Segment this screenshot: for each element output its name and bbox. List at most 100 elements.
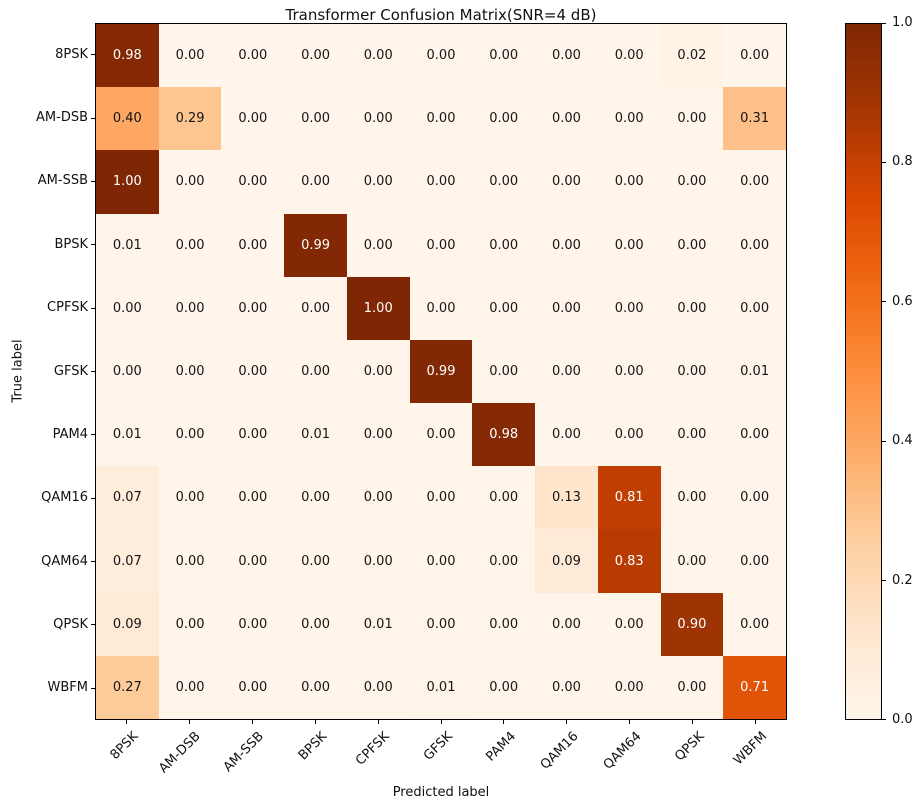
matrix-cell: 0.00 (409, 276, 473, 340)
x-axis-tick (125, 720, 127, 724)
y-tick-label: CPFSK (47, 300, 88, 316)
y-axis-tick (91, 624, 95, 626)
matrix-cell: 0.00 (723, 213, 786, 277)
x-axis-tick (188, 720, 190, 724)
matrix-cell: 0.00 (409, 403, 473, 467)
x-axis-tick (566, 720, 568, 724)
matrix-cell: 0.00 (158, 213, 222, 277)
matrix-cell: 0.90 (660, 592, 724, 656)
colorbar-tick (882, 301, 886, 303)
matrix-cell: 0.00 (597, 276, 661, 340)
matrix-cell: 0.00 (158, 339, 222, 404)
colorbar-tick-label: 1.0 (892, 15, 913, 30)
y-tick-label: GFSK (53, 363, 88, 379)
matrix-cell: 0.00 (723, 592, 786, 656)
matrix-cell: 0.00 (158, 276, 222, 340)
matrix-cell: 0.00 (660, 403, 724, 467)
matrix-cell: 0.00 (346, 339, 410, 404)
matrix-cell: 0.00 (472, 213, 536, 277)
matrix-cell: 0.00 (472, 529, 536, 593)
matrix-cell: 0.00 (284, 655, 347, 719)
x-tick-label: BPSK (295, 729, 330, 764)
colorbar-tick-label: 0.6 (892, 293, 913, 309)
matrix-cell: 0.71 (723, 655, 786, 719)
matrix-cell: 0.31 (723, 87, 786, 151)
matrix-cell: 0.01 (723, 339, 786, 404)
x-tick-label: AM-SSB (220, 729, 267, 776)
matrix-cell: 0.00 (221, 213, 285, 277)
x-tick-label: AM-DSB (156, 729, 204, 777)
matrix-cell: 0.00 (284, 466, 347, 530)
y-tick-label: 8PSK (55, 46, 88, 62)
matrix-cell: 0.00 (535, 24, 598, 88)
matrix-cell: 0.00 (346, 150, 410, 214)
matrix-cell: 0.00 (221, 24, 285, 88)
matrix-cell: 0.00 (535, 213, 598, 277)
y-tick-label: PAM4 (52, 426, 88, 442)
y-axis-tick (91, 307, 95, 309)
matrix-cell: 0.00 (660, 529, 724, 593)
y-axis-tick (91, 687, 95, 689)
x-tick-label: QAM16 (537, 729, 582, 773)
matrix-cell: 0.00 (409, 466, 473, 530)
x-axis-tick (314, 720, 316, 724)
matrix-cell: 0.07 (96, 529, 159, 593)
matrix-cell: 0.00 (284, 592, 347, 656)
matrix-cell: 0.00 (158, 592, 222, 656)
matrix-cell: 0.00 (284, 276, 347, 340)
matrix-cell: 1.00 (96, 150, 159, 214)
matrix-cell: 0.00 (221, 403, 285, 467)
matrix-cell: 0.99 (284, 213, 347, 277)
matrix-cell: 0.00 (346, 466, 410, 530)
matrix-cell: 0.00 (158, 466, 222, 530)
matrix-cell: 0.99 (409, 339, 473, 404)
y-axis-tick (91, 561, 95, 563)
x-tick-label: PAM4 (482, 729, 519, 765)
matrix-cell: 0.00 (346, 403, 410, 467)
x-axis-tick (629, 720, 631, 724)
matrix-cell: 0.00 (284, 24, 347, 88)
matrix-cell: 0.00 (221, 466, 285, 530)
matrix-cell: 0.00 (158, 403, 222, 467)
matrix-cell: 0.00 (660, 87, 724, 151)
matrix-cell: 0.00 (472, 150, 536, 214)
matrix-cell: 0.02 (660, 24, 724, 88)
y-tick-label: QAM64 (41, 553, 88, 569)
matrix-cell: 0.00 (221, 529, 285, 593)
colorbar-tick (882, 580, 886, 582)
matrix-cell: 0.00 (597, 403, 661, 467)
matrix-cell: 0.00 (597, 592, 661, 656)
heatmap-grid: 0.98 0.00 0.00 0.00 0.00 0.00 0.00 0.00 0.00 0.02… (95, 23, 787, 720)
y-tick-label: WBFM (47, 680, 88, 696)
matrix-cell: 0.00 (158, 529, 222, 593)
matrix-cell: 0.00 (723, 466, 786, 530)
matrix-cell: 0.00 (221, 150, 285, 214)
x-tick-label: CPFSK (353, 729, 393, 769)
y-axis-tick (91, 434, 95, 436)
x-axis-tick (440, 720, 442, 724)
matrix-cell: 0.00 (284, 529, 347, 593)
matrix-cell: 0.00 (535, 655, 598, 719)
y-tick-label: QAM16 (41, 490, 88, 506)
x-axis-tick (251, 720, 253, 724)
x-axis-tick (755, 720, 757, 724)
matrix-cell: 0.00 (723, 529, 786, 593)
matrix-cell: 0.00 (96, 276, 159, 340)
matrix-cell: 0.01 (284, 403, 347, 467)
colorbar-tick-label: 0.8 (892, 154, 913, 170)
matrix-cell: 0.00 (597, 87, 661, 151)
matrix-cell: 0.00 (472, 466, 536, 530)
matrix-cell: 0.00 (535, 339, 598, 404)
colorbar-tick (882, 23, 886, 24)
matrix-cell: 0.00 (346, 24, 410, 88)
matrix-cell: 0.00 (409, 529, 473, 593)
matrix-cell: 0.00 (472, 592, 536, 656)
matrix-cell: 0.00 (221, 655, 285, 719)
matrix-cell: 0.09 (96, 592, 159, 656)
matrix-cell: 0.00 (472, 655, 536, 719)
matrix-cell: 0.00 (409, 24, 473, 88)
matrix-cell: 0.00 (221, 87, 285, 151)
matrix-cell: 0.00 (660, 276, 724, 340)
matrix-cell: 0.00 (597, 339, 661, 404)
matrix-cell: 0.00 (472, 87, 536, 151)
